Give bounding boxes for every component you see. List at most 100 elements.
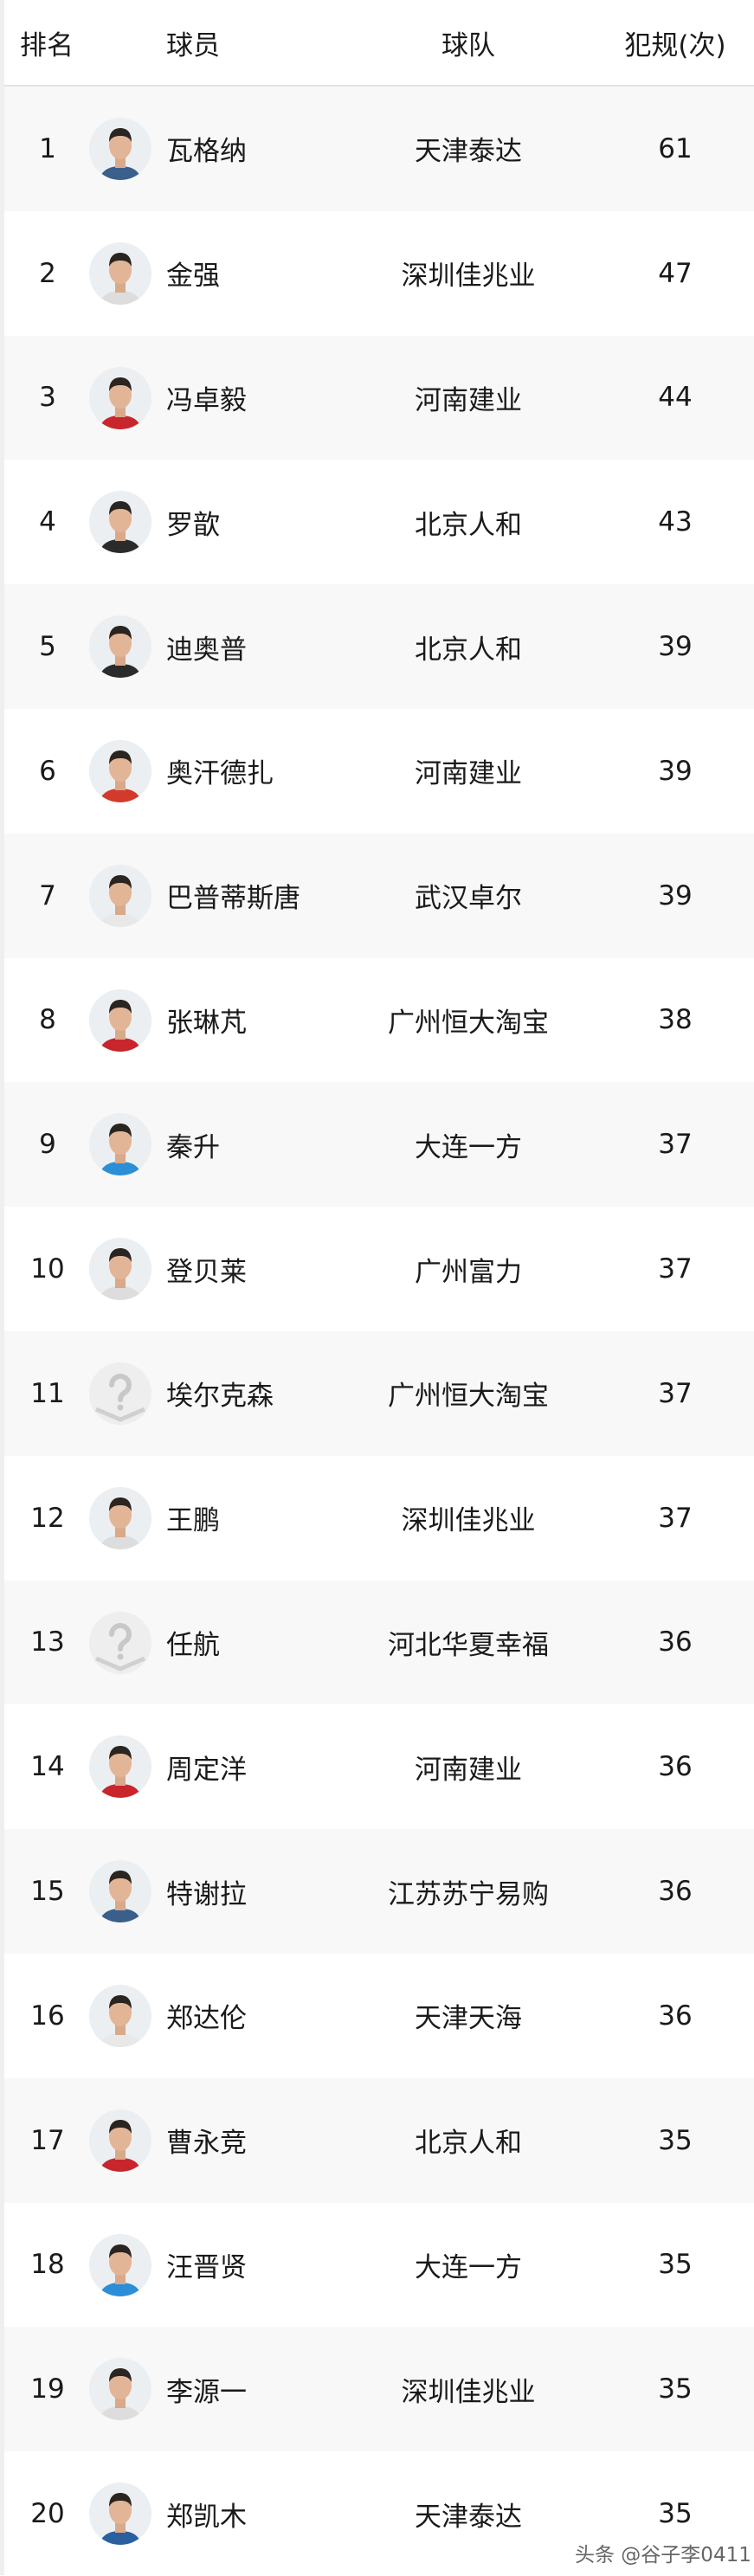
player-name[interactable]: 郑达伦 (166, 2003, 247, 2035)
player-avatar (89, 2483, 151, 2546)
player-name[interactable]: 曹永竞 (166, 2128, 247, 2160)
player-name[interactable]: 秦升 (166, 1131, 220, 1163)
player-name[interactable]: 奥汗德扎 (166, 758, 274, 790)
player-avatar (89, 118, 151, 180)
fouls-count: 36 (658, 1876, 693, 1908)
rank: 5 (39, 631, 56, 663)
player-name[interactable]: 汪晋贤 (166, 2251, 247, 2283)
player-avatar (89, 366, 151, 429)
team-name[interactable]: 北京人和 (415, 634, 522, 666)
player-avatar (89, 1611, 151, 1674)
fouls-count: 44 (658, 382, 693, 414)
table-row[interactable]: 7 巴普蒂斯唐 武汉卓尔 39 (4, 833, 754, 958)
team-name[interactable]: 深圳佳兆业 (401, 1505, 536, 1537)
table-row[interactable]: 16 郑达伦 天津天海 36 (4, 1954, 754, 2078)
rank: 2 (39, 257, 56, 289)
fouls-count: 35 (658, 2498, 693, 2530)
table-row[interactable]: 4 罗歆 北京人和 43 (4, 460, 754, 584)
fouls-count: 36 (658, 1751, 693, 1783)
rank: 20 (30, 2498, 65, 2530)
watermark: 头条 @谷子李0411 (575, 2544, 751, 2566)
table-row[interactable]: 19 李源一 深圳佳兆业 35 (4, 2327, 754, 2452)
rank: 8 (39, 1004, 56, 1036)
rank: 19 (30, 2373, 65, 2405)
fouls-count: 36 (658, 2000, 693, 2032)
table-row[interactable]: 10 登贝莱 广州富力 37 (4, 1207, 754, 1331)
team-name[interactable]: 武汉卓尔 (415, 883, 522, 915)
team-name[interactable]: 河北华夏幸福 (388, 1629, 549, 1661)
table-row[interactable]: 17 曹永竞 北京人和 35 (4, 2077, 754, 2203)
table-row[interactable]: 12 王鹏 深圳佳兆业 37 (4, 1456, 754, 1581)
fouls-count: 37 (658, 1377, 693, 1409)
player-name[interactable]: 李源一 (166, 2376, 247, 2408)
table-row[interactable]: 11 埃尔克森 广州恒大淘宝 37 (4, 1330, 754, 1456)
player-avatar (89, 1984, 151, 2047)
player-avatar (89, 2358, 151, 2421)
fouls-count: 37 (658, 1502, 693, 1534)
table-row[interactable]: 3 冯卓毅 河南建业 44 (4, 335, 754, 460)
player-name[interactable]: 迪奥普 (166, 634, 247, 666)
fouls-count: 61 (658, 132, 693, 164)
rank: 14 (30, 1751, 65, 1783)
header-team: 球队 (441, 29, 495, 61)
fouls-count: 37 (658, 1253, 693, 1285)
team-name[interactable]: 天津泰达 (415, 136, 522, 168)
player-name[interactable]: 瓦格纳 (166, 136, 247, 168)
player-avatar (89, 491, 151, 554)
fouls-count: 36 (658, 1626, 693, 1658)
player-name[interactable]: 巴普蒂斯唐 (166, 883, 300, 915)
fouls-count: 39 (658, 755, 693, 787)
team-name[interactable]: 天津泰达 (415, 2501, 522, 2533)
player-name[interactable]: 罗歆 (166, 509, 220, 541)
table-row[interactable]: 2 金强 深圳佳兆业 47 (4, 211, 754, 336)
rank: 11 (30, 1377, 65, 1409)
team-name[interactable]: 河南建业 (415, 1754, 522, 1786)
table-row[interactable]: 13 任航 河北华夏幸福 36 (4, 1580, 754, 1705)
table-row[interactable]: 1 瓦格纳 天津泰达 61 (4, 87, 754, 211)
team-name[interactable]: 广州富力 (415, 1256, 522, 1288)
team-name[interactable]: 北京人和 (415, 2128, 522, 2160)
player-name[interactable]: 特谢拉 (166, 1878, 247, 1910)
team-name[interactable]: 广州恒大淘宝 (388, 1381, 549, 1413)
player-name[interactable]: 金强 (166, 261, 220, 293)
player-name[interactable]: 郑凯木 (166, 2501, 247, 2533)
table-row[interactable]: 8 张琳芃 广州恒大淘宝 38 (4, 958, 754, 1083)
rank: 4 (39, 506, 56, 538)
rank: 1 (39, 132, 56, 164)
team-name[interactable]: 大连一方 (415, 1131, 522, 1163)
team-name[interactable]: 天津天海 (415, 2003, 522, 2035)
player-name[interactable]: 王鹏 (166, 1505, 220, 1537)
player-name[interactable]: 周定洋 (166, 1754, 247, 1786)
player-name[interactable]: 任航 (166, 1629, 220, 1661)
team-name[interactable]: 广州恒大淘宝 (388, 1007, 549, 1039)
player-name[interactable]: 张琳芃 (166, 1007, 247, 1039)
rank: 17 (30, 2124, 65, 2156)
player-name[interactable]: 埃尔克森 (166, 1381, 274, 1413)
rank: 7 (39, 879, 56, 911)
table-row[interactable]: 14 周定洋 河南建业 36 (4, 1704, 754, 1829)
team-name[interactable]: 河南建业 (415, 758, 522, 790)
table-row[interactable]: 5 迪奥普 北京人和 39 (4, 584, 754, 709)
team-name[interactable]: 河南建业 (415, 384, 522, 416)
player-avatar (89, 2233, 151, 2296)
team-name[interactable]: 江苏苏宁易购 (388, 1878, 549, 1910)
table-row[interactable]: 20 郑凯木 天津泰达 35 (4, 2451, 754, 2576)
player-avatar (89, 1736, 151, 1799)
player-avatar (89, 1113, 151, 1176)
team-name[interactable]: 深圳佳兆业 (401, 2376, 536, 2408)
table-row[interactable]: 15 特谢拉 江苏苏宁易购 36 (4, 1829, 754, 1954)
player-name[interactable]: 登贝莱 (166, 1256, 247, 1288)
team-name[interactable]: 深圳佳兆业 (401, 261, 536, 293)
team-name[interactable]: 北京人和 (415, 509, 522, 541)
fouls-count: 35 (658, 2249, 693, 2281)
player-avatar (89, 864, 151, 927)
table-row[interactable]: 9 秦升 大连一方 37 (4, 1082, 754, 1208)
player-avatar (89, 1238, 151, 1301)
fouls-count: 35 (658, 2124, 693, 2156)
table-row[interactable]: 6 奥汗德扎 河南建业 39 (4, 709, 754, 834)
team-name[interactable]: 大连一方 (415, 2251, 522, 2283)
player-name[interactable]: 冯卓毅 (166, 384, 247, 416)
rank: 10 (30, 1253, 65, 1285)
player-avatar (89, 615, 151, 679)
table-row[interactable]: 18 汪晋贤 大连一方 35 (4, 2203, 754, 2328)
